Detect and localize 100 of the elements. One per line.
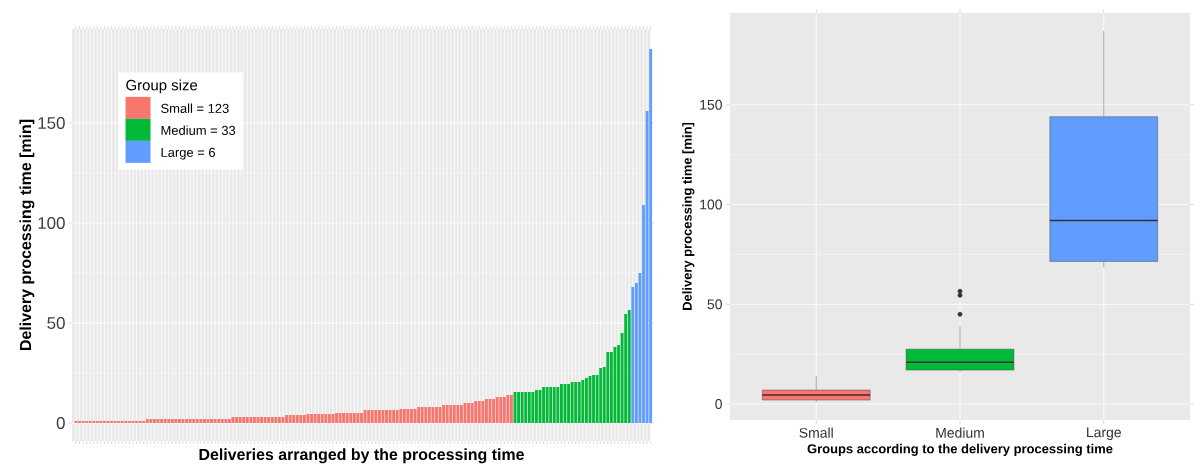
bar <box>335 413 338 423</box>
bar <box>163 419 167 423</box>
bar <box>277 417 281 423</box>
bar <box>545 387 549 423</box>
x-axis-title: Groups according to the delivery processing time <box>807 443 1113 456</box>
bar <box>217 419 221 423</box>
bar <box>285 415 288 423</box>
bar <box>228 419 231 423</box>
y-tick-label: 0 <box>56 417 65 429</box>
bar <box>392 410 396 423</box>
y-tick-label: 0 <box>715 399 722 409</box>
bar <box>567 384 570 423</box>
bar <box>456 405 460 423</box>
bar <box>442 405 446 423</box>
bar <box>252 417 256 423</box>
bar <box>627 310 631 423</box>
bar <box>195 419 199 423</box>
y-axis-title: Delivery processing time [min] <box>19 119 35 350</box>
bar <box>224 419 228 423</box>
bar <box>410 409 413 423</box>
bar <box>249 417 253 423</box>
bar <box>185 419 189 423</box>
bar <box>327 414 331 423</box>
bar <box>435 407 438 423</box>
bar <box>492 399 496 423</box>
bar <box>520 392 524 423</box>
bar <box>363 410 367 423</box>
bar <box>235 417 238 423</box>
bar <box>417 407 421 423</box>
bar <box>449 405 453 423</box>
x-axis-title: Deliveries arranged by the processing time <box>199 448 524 464</box>
bar <box>310 414 313 423</box>
bar <box>145 419 149 423</box>
bar <box>370 410 374 423</box>
bar <box>320 414 324 423</box>
bar <box>295 415 299 423</box>
x-tick-label: Large <box>1087 427 1121 441</box>
bar <box>274 417 278 423</box>
bar <box>377 410 381 423</box>
bar <box>349 413 353 423</box>
bar <box>381 410 385 423</box>
bar <box>599 368 603 423</box>
bar <box>270 417 274 423</box>
legend-label: Small = 123 <box>161 103 229 113</box>
bar <box>338 413 342 423</box>
bar <box>534 390 538 423</box>
bar <box>527 392 531 423</box>
bar <box>570 382 574 423</box>
bar <box>584 378 588 423</box>
bar <box>431 407 435 423</box>
bar <box>467 403 471 423</box>
bar <box>174 419 178 423</box>
legend-label: Large = 6 <box>161 147 216 160</box>
bar <box>406 409 410 423</box>
bar <box>427 407 431 423</box>
bar <box>624 314 628 423</box>
y-tick-label: 50 <box>707 299 722 310</box>
bar <box>178 419 181 423</box>
y-tick-label: 50 <box>47 317 65 329</box>
bar <box>149 419 153 423</box>
bar <box>360 413 363 423</box>
bar <box>324 414 328 423</box>
bar <box>238 417 242 423</box>
bar <box>292 415 296 423</box>
bar <box>210 419 213 423</box>
bar <box>506 395 510 423</box>
bar <box>170 419 174 423</box>
bar <box>559 384 563 423</box>
bar <box>399 409 403 423</box>
bar <box>542 387 545 423</box>
y-tick-label: 150 <box>38 117 65 129</box>
bar <box>452 405 456 423</box>
bar <box>352 413 356 423</box>
bar <box>199 419 203 423</box>
bar <box>245 417 249 423</box>
bar <box>574 382 578 423</box>
x-tick-label: Small <box>799 427 833 438</box>
bar <box>342 413 346 423</box>
bar <box>267 417 271 423</box>
bar <box>345 413 349 423</box>
bar <box>524 392 528 423</box>
bar <box>481 401 485 423</box>
x-tick-label: Medium <box>936 427 984 438</box>
bar <box>420 407 424 423</box>
bar <box>517 392 520 423</box>
bar <box>631 287 635 423</box>
bar <box>510 395 513 423</box>
bar <box>502 397 506 423</box>
legend-title: Group size <box>126 79 198 94</box>
bar <box>445 405 449 423</box>
bar <box>495 397 499 423</box>
bar <box>317 414 321 423</box>
bar <box>313 414 317 423</box>
bar <box>424 407 428 423</box>
bar <box>302 415 306 423</box>
bar <box>531 392 535 423</box>
bar <box>477 401 481 423</box>
bar <box>374 410 378 423</box>
bar <box>242 417 246 423</box>
bar <box>220 419 224 423</box>
